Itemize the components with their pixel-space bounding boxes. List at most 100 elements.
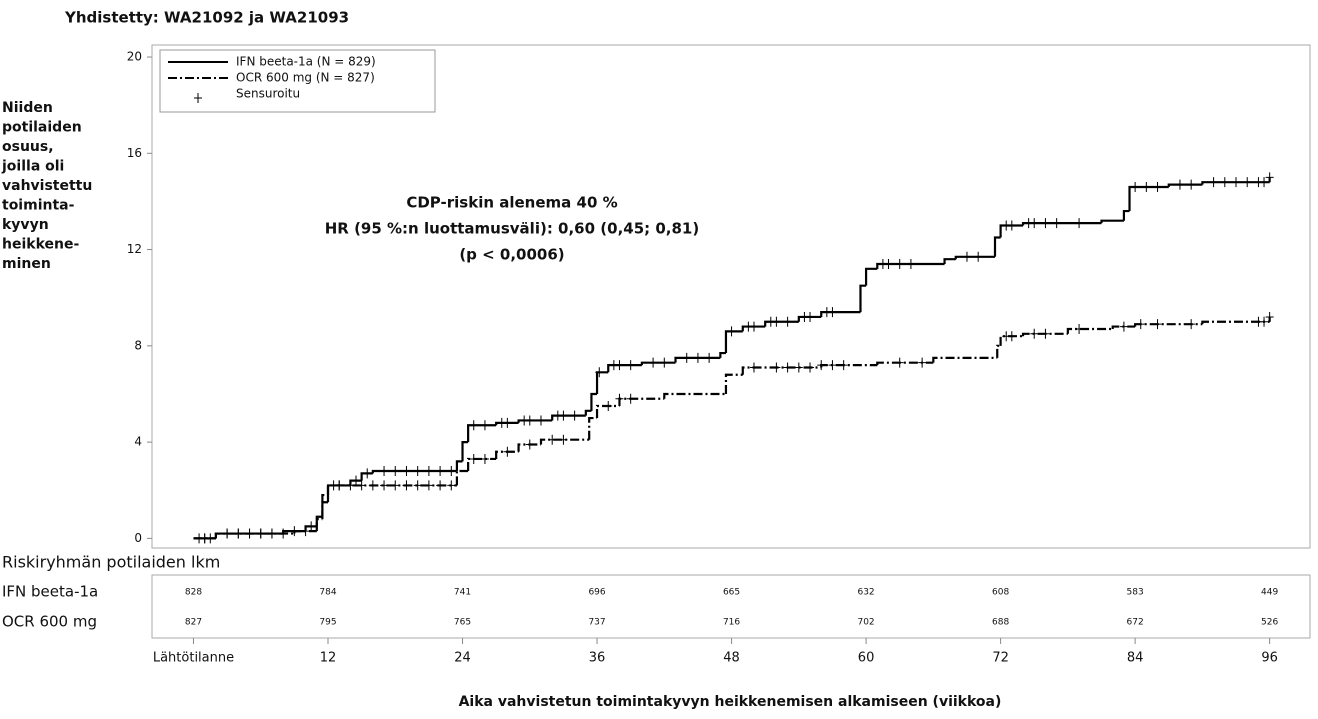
censor-mark	[1075, 323, 1084, 334]
step-segment	[943, 258, 956, 265]
censor-mark	[1220, 177, 1229, 188]
censor-mark	[279, 528, 288, 539]
legend-censor	[194, 93, 202, 103]
censor-mark	[301, 526, 310, 537]
censor-mark	[1052, 218, 1061, 229]
censor-mark	[447, 465, 456, 476]
censor-mark	[649, 357, 658, 368]
risk-row-label: OCR 600 mg	[2, 613, 97, 631]
x-tick-label: 48	[723, 651, 740, 666]
censor-mark	[536, 415, 545, 426]
risk-count: 526	[1261, 618, 1278, 628]
legend-box	[159, 49, 436, 113]
censor-mark	[346, 480, 355, 491]
censor-mark	[906, 259, 915, 270]
risk-table-frame	[151, 574, 1311, 639]
censor-mark	[1041, 218, 1050, 229]
risk-count: 737	[588, 618, 605, 628]
risk-count: 632	[857, 588, 874, 598]
y-axis-label: kyvyn	[2, 217, 49, 233]
step-segment	[584, 409, 592, 416]
step-segment	[724, 330, 743, 354]
plot-frame	[151, 44, 1311, 549]
risk-count: 672	[1127, 618, 1144, 628]
censor-mark	[363, 468, 372, 479]
censor-mark	[307, 521, 316, 532]
y-axis-label: osuus,	[2, 139, 54, 155]
x-tick-label: 12	[320, 651, 337, 666]
censor-mark	[1260, 177, 1269, 188]
y-tick-label: 12	[127, 242, 142, 256]
risk-count: 741	[454, 588, 471, 598]
censor-mark	[806, 362, 815, 373]
censor-mark	[705, 352, 714, 363]
step-segment	[876, 262, 945, 269]
y-axis-label: minen	[2, 256, 51, 272]
censor-mark	[1119, 321, 1128, 332]
y-axis-label: toiminta-	[2, 198, 75, 214]
censor-mark	[794, 362, 803, 373]
step-segment	[607, 363, 642, 373]
censor-mark	[267, 528, 276, 539]
censor-mark	[1075, 218, 1084, 229]
censor-mark	[391, 480, 400, 491]
censor-mark	[200, 533, 209, 544]
censor-mark	[1142, 181, 1151, 192]
step-segment	[741, 366, 822, 375]
censor-mark	[402, 465, 411, 476]
censor-mark	[559, 410, 568, 421]
y-axis-label: Niiden	[2, 100, 53, 116]
censor-mark	[806, 311, 815, 322]
censor-mark	[469, 420, 478, 431]
step-segment	[326, 484, 457, 496]
censor-mark	[503, 446, 512, 457]
y-tick-label: 0	[134, 531, 142, 545]
censor-mark	[772, 316, 781, 327]
censor-mark	[1007, 220, 1016, 231]
y-axis-label: vahvistettu	[2, 178, 92, 194]
censor-mark	[828, 307, 837, 318]
risk-table-title: Riskiryhmän potilaiden lkm	[2, 553, 220, 572]
risk-count: 688	[992, 618, 1009, 628]
step-segment	[595, 371, 609, 394]
x-tick-label: 96	[1261, 651, 1278, 666]
censor-mark	[424, 480, 433, 491]
censor-mark	[828, 360, 837, 371]
censor-mark	[380, 480, 389, 491]
y-axis-label: potilaiden	[2, 120, 82, 136]
censor-mark	[615, 393, 624, 404]
step-segment	[467, 424, 497, 443]
step-segment	[551, 414, 586, 421]
annotation: HR (95 %:n luottamusväli): 0,60 (0,45; 0…	[325, 220, 699, 238]
risk-count: 583	[1127, 588, 1144, 598]
step-segment	[618, 397, 665, 407]
step-segment	[1100, 219, 1124, 224]
step-segment	[996, 344, 1001, 358]
censor-mark	[436, 465, 445, 476]
censor-mark	[1030, 218, 1039, 229]
x-axis-label: Aika vahvistetun toimintakyvyn heikkenem…	[459, 694, 1002, 710]
x-tick-label: 84	[1127, 651, 1144, 666]
censor-mark	[480, 420, 489, 431]
censor-mark	[895, 259, 904, 270]
censor-mark	[693, 352, 702, 363]
censor-mark	[525, 415, 534, 426]
step-segment	[455, 469, 469, 486]
step-segment	[859, 284, 867, 313]
step-segment	[595, 404, 620, 419]
risk-count: 665	[723, 588, 740, 598]
y-tick-label: 8	[134, 338, 142, 352]
censor-mark	[749, 321, 758, 332]
censor-mark	[783, 316, 792, 327]
step-segment	[1134, 323, 1203, 327]
censor-mark	[1041, 328, 1050, 339]
censor-mark	[223, 528, 232, 539]
censor-mark	[1153, 319, 1162, 330]
censor-mark	[503, 417, 512, 428]
censor-mark	[570, 410, 579, 421]
step-segment	[876, 361, 934, 366]
censor-mark	[1030, 328, 1039, 339]
censor-mark	[749, 362, 758, 373]
